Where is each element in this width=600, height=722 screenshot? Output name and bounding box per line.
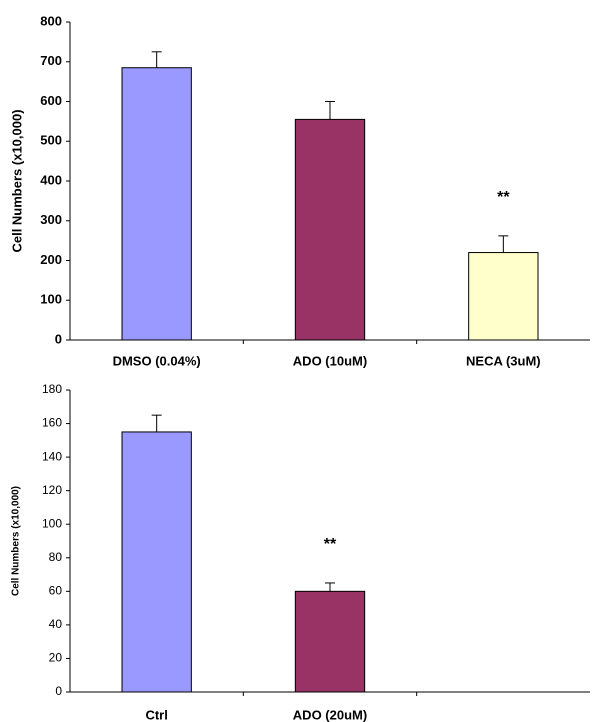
- y-tick-label: 180: [42, 382, 62, 396]
- y-tick-label: 0: [55, 331, 62, 346]
- y-tick-label: 800: [40, 13, 62, 28]
- bar: [121, 67, 192, 341]
- y-tick-label: 140: [42, 449, 62, 463]
- annotation: **: [324, 536, 337, 553]
- y-tick-label: 40: [49, 617, 63, 631]
- bar: [294, 590, 366, 693]
- y-tick-label: 80: [49, 550, 63, 564]
- y-tick-label: 160: [42, 416, 62, 430]
- x-tick-label: ADO (10uM): [293, 353, 367, 368]
- y-tick-label: 500: [40, 133, 62, 148]
- x-tick-label: DMSO (0.04%): [113, 353, 201, 368]
- y-tick-label: 600: [40, 93, 62, 108]
- bar: [468, 252, 539, 341]
- x-tick-label: Ctrl: [145, 707, 167, 722]
- y-tick-label: 0: [55, 684, 62, 698]
- y-tick-label: 120: [42, 483, 62, 497]
- y-tick-label: 100: [40, 292, 62, 307]
- x-tick-label: ADO (20uM): [293, 707, 367, 722]
- y-axis-label: Cell Numbers (x10,000): [11, 486, 22, 596]
- y-tick-label: 700: [40, 53, 62, 68]
- bar: [121, 431, 192, 693]
- bar: [294, 118, 366, 341]
- y-tick-label: 100: [42, 516, 62, 530]
- y-axis-label: Cell Numbers (x10,000): [9, 109, 24, 252]
- y-tick-label: 400: [40, 172, 62, 187]
- x-tick-label: NECA (3uM): [466, 353, 541, 368]
- y-tick-label: 20: [49, 651, 63, 665]
- y-tick-label: 200: [40, 252, 62, 267]
- annotation: **: [497, 189, 510, 206]
- y-tick-label: 300: [40, 212, 62, 227]
- y-tick-label: 60: [49, 584, 63, 598]
